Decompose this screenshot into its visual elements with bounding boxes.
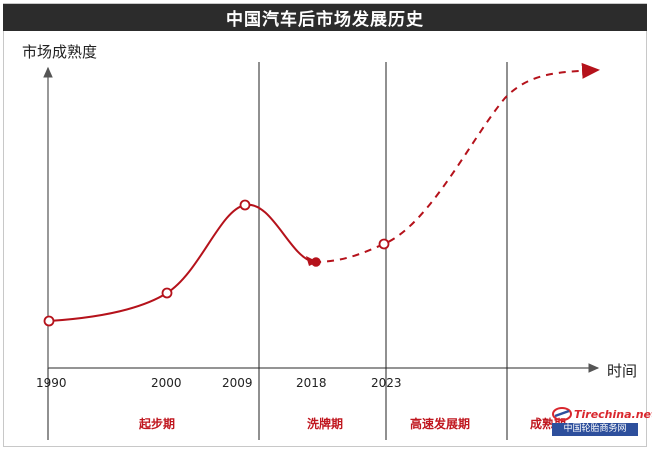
- x-tick-label: 2023: [371, 376, 402, 390]
- watermark-brand-text: Tirechina: [574, 408, 632, 421]
- x-tick-label: 1990: [36, 376, 67, 390]
- data-point: [43, 315, 55, 327]
- x-tick-label: 2000: [151, 376, 182, 390]
- x-tick-label: 2018: [296, 376, 327, 390]
- phase-label: 高速发展期: [410, 416, 470, 431]
- watermark-subtitle: 中国轮胎商务网: [552, 423, 638, 436]
- watermark-brand-suffix: .net: [631, 408, 652, 421]
- series-line-solid: [48, 203, 315, 322]
- x-tick-label: 2009: [222, 376, 253, 390]
- y-axis-label: 市场成熟度: [22, 43, 97, 61]
- data-point: [239, 199, 251, 211]
- data-point: [161, 287, 173, 299]
- phase-label: 洗牌期: [307, 416, 343, 431]
- chart-title: 中国汽车后市场发展历史: [226, 10, 424, 30]
- title-bar: 中国汽车后市场发展历史: [3, 4, 647, 31]
- watermark: Tirechina.net 中国轮胎商务网: [552, 407, 652, 438]
- watermark-brand: Tirechina.net: [574, 408, 652, 421]
- phase-label: 起步期: [138, 416, 175, 431]
- tirechina-logo-icon: [552, 407, 572, 421]
- data-point: [378, 238, 390, 250]
- x-axis-label: 时间: [607, 362, 637, 380]
- arrow-head-solid: [306, 256, 318, 266]
- series-line-dashed: [313, 62, 600, 263]
